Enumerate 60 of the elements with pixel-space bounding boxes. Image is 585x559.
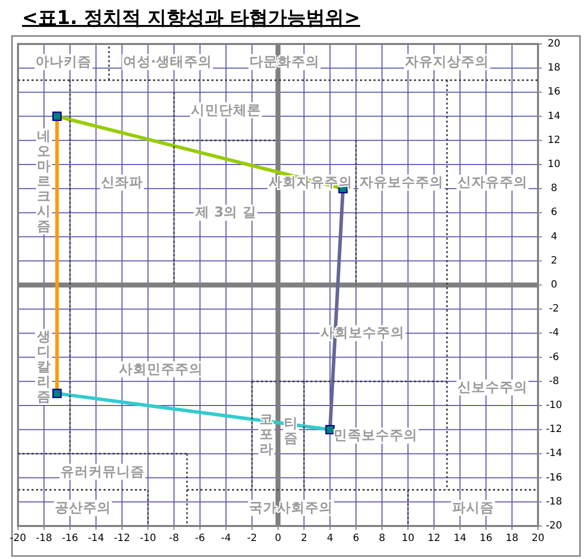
y-tick-label: 8 bbox=[550, 183, 558, 194]
y-tick-label: -14 bbox=[546, 448, 562, 460]
annotation: 유러커뮤니즘 bbox=[60, 464, 144, 480]
x-tick-label: -2 bbox=[247, 533, 257, 544]
x-tick-label: -12 bbox=[114, 533, 130, 544]
annotation: 자유지상주의 bbox=[405, 54, 489, 70]
annotation: 시민단체론 bbox=[191, 102, 261, 118]
x-tick-label: 20 bbox=[532, 533, 544, 544]
annotation: 제 3의 길 bbox=[194, 204, 256, 221]
y-tick-label: -4 bbox=[549, 328, 559, 339]
y-tick-label: 0 bbox=[550, 280, 558, 290]
annotation: 코포라 bbox=[259, 411, 274, 458]
x-tick-label: -8 bbox=[169, 533, 179, 544]
annotation: 여성·생태주의 bbox=[122, 54, 212, 70]
y-tick-label: 14 bbox=[548, 110, 560, 122]
x-tick-label: 12 bbox=[428, 533, 440, 544]
y-tick-label: 2 bbox=[550, 255, 558, 266]
y-tick-label: -16 bbox=[546, 472, 562, 484]
annotation: 네오마르크시즘 bbox=[37, 128, 51, 234]
y-tick-label: -18 bbox=[546, 496, 562, 508]
y-tick-label: 20 bbox=[548, 38, 560, 50]
annotation: 아나키즘 bbox=[36, 54, 92, 70]
y-tick-label: 6 bbox=[550, 207, 558, 218]
x-tick-label: 6 bbox=[352, 533, 360, 544]
y-tick-label: 16 bbox=[548, 86, 560, 98]
annotation: 민족보수주의 bbox=[334, 428, 418, 444]
y-tick-label: -8 bbox=[549, 376, 559, 387]
x-tick-label: -16 bbox=[62, 533, 78, 544]
x-tick-label: 8 bbox=[378, 533, 386, 544]
x-tick-label: 2 bbox=[300, 533, 308, 544]
y-tick-label: -20 bbox=[546, 520, 562, 532]
y-tick-label: -10 bbox=[546, 400, 562, 411]
y-tick-label: 18 bbox=[548, 62, 560, 74]
x-tick-label: -18 bbox=[36, 533, 52, 544]
x-tick-label: -14 bbox=[88, 533, 104, 544]
x-tick-label: 18 bbox=[506, 533, 518, 544]
annotation: 신좌파 bbox=[101, 174, 143, 191]
x-tick-label: 10 bbox=[402, 533, 414, 544]
annotation: 신자유주의 bbox=[458, 174, 528, 191]
x-tick-label: 4 bbox=[326, 533, 334, 544]
x-tick-label: 0 bbox=[274, 533, 282, 544]
x-tick-label: 16 bbox=[480, 533, 492, 544]
chart-title: <표1. 정치적 지향성과 타협가능범위> bbox=[22, 7, 360, 29]
annotation: 파시즘 bbox=[452, 500, 494, 516]
y-tick-label: 4 bbox=[550, 231, 558, 242]
y-tick-label: -12 bbox=[546, 424, 562, 436]
y-tick-label: 10 bbox=[548, 159, 560, 170]
x-tick-label: 14 bbox=[454, 533, 466, 544]
y-tick-label: -6 bbox=[549, 352, 559, 363]
annotation: 사회민주주의 bbox=[119, 361, 203, 378]
annotation: 공산주의 bbox=[55, 500, 111, 516]
x-tick-label: -4 bbox=[221, 533, 231, 544]
x-tick-label: -6 bbox=[195, 533, 205, 544]
annotation: 생디칼리즘 bbox=[36, 328, 51, 405]
y-tick-label: 12 bbox=[548, 134, 560, 146]
annotation: 자유보수주의 bbox=[360, 174, 444, 191]
x-tick-label: -20 bbox=[10, 533, 26, 544]
x-tick-label: -10 bbox=[140, 533, 156, 544]
annotation: 신보수주의 bbox=[458, 379, 528, 396]
y-tick-label: -2 bbox=[549, 304, 559, 315]
